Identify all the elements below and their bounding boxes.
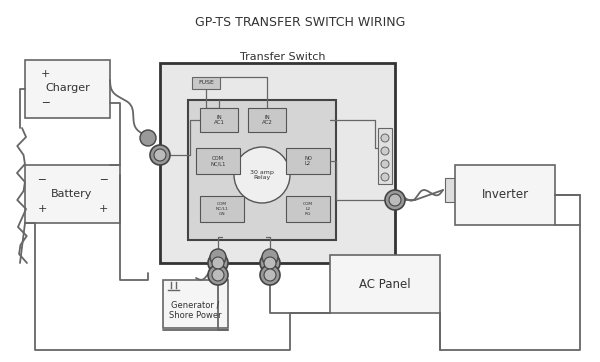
Text: COM
NC/L1
GN: COM NC/L1 GN xyxy=(215,202,229,216)
Circle shape xyxy=(208,265,228,285)
Circle shape xyxy=(154,149,166,161)
Bar xyxy=(286,196,330,222)
Text: +: + xyxy=(37,204,47,214)
Circle shape xyxy=(385,190,405,210)
Bar xyxy=(248,108,286,132)
Text: Transfer Switch: Transfer Switch xyxy=(240,52,326,62)
Text: ─: ─ xyxy=(100,174,106,184)
Bar xyxy=(200,196,244,222)
Circle shape xyxy=(264,257,276,269)
Circle shape xyxy=(210,249,226,265)
Text: 30 amp
Relay: 30 amp Relay xyxy=(250,170,274,180)
Circle shape xyxy=(140,130,156,146)
Text: ─: ─ xyxy=(38,174,46,184)
Text: Charger: Charger xyxy=(46,83,91,93)
Text: Battery: Battery xyxy=(52,189,92,199)
Circle shape xyxy=(264,269,276,281)
Circle shape xyxy=(260,265,280,285)
Text: +: + xyxy=(40,69,50,79)
Circle shape xyxy=(212,257,224,269)
Bar xyxy=(455,165,555,225)
Circle shape xyxy=(389,194,401,206)
Text: GP-TS TRANSFER SWITCH WIRING: GP-TS TRANSFER SWITCH WIRING xyxy=(195,16,405,29)
Text: COM
NC/L1: COM NC/L1 xyxy=(210,156,226,167)
Bar xyxy=(200,108,238,132)
Circle shape xyxy=(381,147,389,155)
Bar xyxy=(188,100,336,240)
Text: FUSE: FUSE xyxy=(198,80,214,85)
Circle shape xyxy=(381,160,389,168)
Text: +: + xyxy=(98,204,107,214)
Text: ─: ─ xyxy=(41,97,49,107)
Bar xyxy=(286,148,330,174)
Text: NO
L2: NO L2 xyxy=(304,156,312,167)
Text: COM
L2
RG: COM L2 RG xyxy=(303,202,313,216)
Circle shape xyxy=(212,269,224,281)
Circle shape xyxy=(381,134,389,142)
Circle shape xyxy=(262,249,278,265)
Text: AC Panel: AC Panel xyxy=(359,278,411,290)
Text: Generator /
Shore Power: Generator / Shore Power xyxy=(169,300,221,320)
Bar xyxy=(25,60,110,118)
Text: IN
AC2: IN AC2 xyxy=(262,115,272,125)
Circle shape xyxy=(260,253,280,273)
Circle shape xyxy=(381,173,389,181)
Bar xyxy=(330,255,440,313)
Circle shape xyxy=(150,145,170,165)
Text: Inverter: Inverter xyxy=(481,189,529,202)
Text: IN
AC1: IN AC1 xyxy=(214,115,224,125)
Bar xyxy=(196,148,240,174)
Bar xyxy=(445,178,459,202)
Bar xyxy=(25,165,120,223)
Bar xyxy=(192,77,220,89)
Bar xyxy=(163,280,228,328)
Bar xyxy=(160,63,395,263)
Circle shape xyxy=(208,253,228,273)
Bar xyxy=(378,128,392,184)
Circle shape xyxy=(234,147,290,203)
